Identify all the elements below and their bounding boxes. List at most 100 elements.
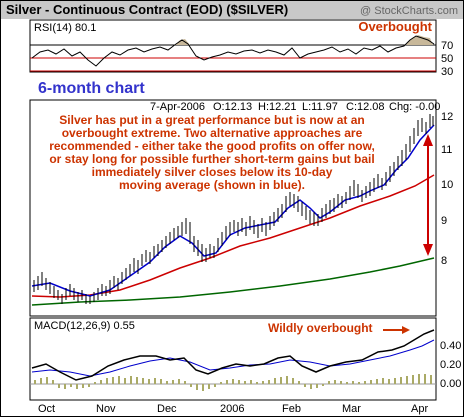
commentary-line-5: immediately silver closes below its 10-d… (92, 165, 333, 179)
copyright-label: @ StockCharts.com (360, 5, 458, 17)
hist-bar (358, 382, 360, 384)
chart-title: Silver - Continuous Contract (EOD) ($SIL… (6, 2, 288, 17)
rsi-label: RSI(14) 80.1 (34, 22, 96, 34)
rsi-panel: RSI(14) 80.1 Overbought 70 50 30 (29, 19, 453, 78)
x-label-apr: Apr (411, 403, 428, 415)
quote-low: L:11.97 (302, 101, 338, 113)
price-tick-8: 8 (441, 255, 447, 267)
hist-bar (406, 376, 408, 384)
hist-bar (250, 380, 252, 384)
hist-bar (40, 378, 42, 384)
hist-bar (70, 384, 72, 387)
macd-panel: MACD(12,26,9) 0.55 Wildly overbought (29, 317, 461, 401)
x-label-dec: Dec (157, 403, 177, 415)
hist-bar (328, 381, 330, 384)
hist-bar (424, 374, 426, 384)
hist-bar (142, 378, 144, 384)
rsi-tick-50: 50 (441, 53, 453, 65)
hist-bar (400, 377, 402, 384)
price-panel: 7-Apr-2006 O:12.13 H:12.21 L:11.97 C:12.… (29, 99, 453, 317)
rsi-panel-frame (29, 19, 437, 73)
hist-bar (178, 379, 180, 384)
hist-bar (340, 381, 342, 384)
commentary-line-2: overbought extreme. Two alternative appr… (62, 126, 363, 140)
price-panel-frame (29, 99, 437, 317)
hist-bar (106, 378, 108, 384)
hist-bar (268, 380, 270, 384)
hist-bar (352, 381, 354, 384)
x-label-feb: Feb (282, 403, 301, 415)
hist-bar (292, 378, 294, 384)
commentary-line-4: or stay long for possible further short-… (49, 152, 374, 166)
macd-annotation: Wildly overbought (268, 321, 373, 335)
x-label-oct: Oct (38, 403, 55, 415)
quote-change: Chg: -0.00 (389, 101, 440, 113)
x-axis: Oct Nov Dec 2006 Feb Mar Apr (38, 403, 428, 415)
macd-tick-040: 0.40 (440, 340, 461, 352)
rsi-overbought-fill-2 (406, 35, 433, 45)
hist-bar (310, 384, 312, 389)
hist-bar (136, 377, 138, 384)
hist-bar (160, 379, 162, 384)
hist-bar (82, 384, 84, 388)
x-label-2006: 2006 (220, 403, 244, 415)
hist-bar (370, 380, 372, 384)
hist-bar (202, 384, 204, 391)
commentary-block: Silver has put in a great performance bu… (49, 113, 375, 192)
hist-bar (412, 375, 414, 384)
period-label: 6-month chart (38, 80, 145, 97)
hist-bar (208, 384, 210, 389)
hist-bar (58, 384, 60, 388)
quote-open: O:12.13 (213, 101, 252, 113)
hist-bar (148, 379, 150, 384)
gap-arrow (423, 134, 433, 256)
hist-bar (286, 376, 288, 384)
hist-bar (184, 381, 186, 384)
hist-bar (244, 381, 246, 384)
hist-bar (100, 380, 102, 384)
hist-bar (118, 376, 120, 384)
hist-bar (52, 380, 54, 384)
gap-arrow-head-bottom (423, 244, 433, 256)
macd-tick-020: 0.20 (440, 359, 461, 371)
quote-date: 7-Apr-2006 (150, 101, 205, 113)
quote-high: H:12.21 (258, 101, 297, 113)
price-bars (33, 114, 434, 304)
hist-bar (280, 377, 282, 384)
commentary-line-3: recommended - either take the good profi… (49, 139, 375, 153)
macd-histogram (34, 374, 432, 391)
hist-bar (34, 380, 36, 384)
hist-bar (220, 382, 222, 384)
macd-panel-frame (29, 317, 437, 401)
hist-bar (46, 377, 48, 384)
price-tick-11: 11 (441, 144, 452, 156)
hist-bar (94, 382, 96, 384)
hist-bar (256, 382, 258, 384)
hist-bar (238, 380, 240, 384)
hist-bar (388, 379, 390, 384)
x-label-mar: Mar (342, 403, 361, 415)
rsi-line (31, 35, 435, 67)
macd-line (31, 329, 435, 381)
macd-label: MACD(12,26,9) 0.55 (34, 320, 135, 332)
macd-signal-line (31, 339, 435, 377)
hist-bar (394, 378, 396, 384)
hist-bar (316, 384, 318, 388)
hist-bar (274, 378, 276, 384)
hist-bar (430, 375, 432, 384)
commentary-line-1: Silver has put in a great performance bu… (59, 113, 364, 127)
hist-bar (130, 376, 132, 384)
ma-fast-blue (31, 124, 435, 297)
hist-bar (64, 384, 66, 389)
rsi-tick-70: 70 (441, 40, 453, 52)
commentary-line-6: moving average (shown in blue). (119, 178, 305, 192)
hist-bar (418, 374, 420, 384)
rsi-overbought-fill-1 (175, 39, 190, 45)
hist-bar (166, 381, 168, 384)
hist-bar (382, 378, 384, 384)
title-bar (1, 1, 463, 19)
macd-annotation-arrowhead (402, 326, 410, 334)
hist-bar (304, 384, 306, 387)
hist-bar (226, 380, 228, 384)
hist-bar (364, 381, 366, 384)
